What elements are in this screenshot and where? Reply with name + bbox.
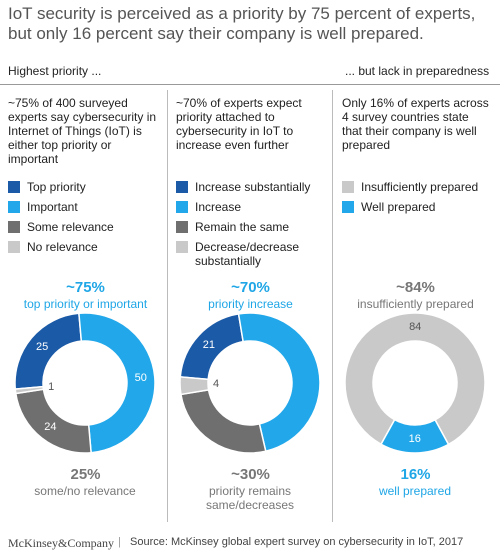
bottom-caption: well prepared bbox=[378, 484, 452, 498]
top-caption: insufficiently prepared bbox=[357, 297, 474, 311]
legend-swatch bbox=[342, 181, 354, 193]
donut-segment bbox=[180, 388, 267, 454]
legend-swatch bbox=[176, 181, 188, 193]
legend-label: Top priority bbox=[27, 180, 86, 194]
bottom-caption: priority remains same/decreases bbox=[205, 484, 295, 512]
legend-item: Important bbox=[8, 200, 163, 214]
data-label: 25 bbox=[36, 341, 48, 353]
legend-item: Insufficiently prepared bbox=[342, 180, 497, 194]
legend-swatch bbox=[8, 181, 20, 193]
donut-segment bbox=[344, 312, 486, 446]
legend-item: Increase substantially bbox=[176, 180, 331, 194]
title-line: IoT security is perceived as a priority … bbox=[8, 4, 476, 23]
section-header: ... but lack in preparedness bbox=[345, 64, 490, 78]
legend: Increase substantially Increase Remain the… bbox=[176, 180, 331, 274]
legend-label: Important bbox=[27, 200, 78, 214]
legend-item: Top priority bbox=[8, 180, 163, 194]
data-label: 21 bbox=[203, 339, 215, 351]
legend-label: Some relevance bbox=[27, 220, 114, 234]
description: ~75% of 400 surveyed experts say cyberse… bbox=[8, 96, 157, 166]
legend-label: Remain the same bbox=[195, 220, 290, 234]
legend-swatch bbox=[8, 221, 20, 233]
top-label: ~75% bbox=[66, 279, 105, 296]
legend-label: Well prepared bbox=[361, 200, 436, 214]
legend-label: No relevance bbox=[27, 240, 98, 254]
data-label: 24 bbox=[44, 421, 56, 433]
legend-label: Increase bbox=[195, 200, 242, 214]
legend-item: Well prepared bbox=[342, 200, 497, 214]
bottom-label: 16% bbox=[400, 466, 431, 483]
legend-label: Increase substantially bbox=[195, 180, 311, 194]
donut-segment bbox=[237, 312, 321, 453]
description: ~70% of experts expect priority attached… bbox=[176, 96, 302, 152]
bottom-caption: some/no relevance bbox=[34, 484, 136, 498]
donut-segment bbox=[14, 385, 45, 395]
legend-item: Decrease/decrease substantially bbox=[176, 240, 331, 268]
data-label: 4 bbox=[213, 378, 219, 390]
legend-item: Increase bbox=[176, 200, 331, 214]
data-label: 84 bbox=[409, 321, 421, 333]
legend: Insufficiently prepared Well prepared bbox=[342, 180, 497, 220]
legend-item: No relevance bbox=[8, 240, 163, 254]
section-header: Highest priority ... bbox=[8, 64, 102, 78]
legend-label: Insufficiently prepared bbox=[361, 180, 479, 194]
bottom-label: ~30% bbox=[231, 466, 270, 483]
legend-swatch bbox=[176, 221, 188, 233]
data-label: 1 bbox=[48, 381, 54, 393]
brand: McKinsey&Company bbox=[8, 536, 114, 550]
top-label: ~84% bbox=[396, 279, 435, 296]
legend-swatch bbox=[176, 201, 188, 213]
data-label: 16 bbox=[409, 433, 421, 445]
data-label: 50 bbox=[135, 372, 147, 384]
top-caption: priority increase bbox=[208, 297, 293, 311]
legend-swatch bbox=[176, 241, 188, 253]
donut-segment bbox=[380, 418, 450, 454]
top-label: ~70% bbox=[231, 279, 270, 296]
legend-swatch bbox=[342, 201, 354, 213]
bottom-label: 25% bbox=[70, 466, 101, 483]
legend-swatch bbox=[8, 241, 20, 253]
donut-segment bbox=[78, 312, 156, 454]
separator: | bbox=[118, 536, 121, 548]
legend-label: Decrease/decrease substantially bbox=[195, 240, 300, 268]
legend-swatch bbox=[8, 201, 20, 213]
title: IoT security is perceived as a priority … bbox=[8, 4, 498, 44]
title-line: but only 16 percent say their company is… bbox=[8, 24, 424, 43]
source: Source: McKinsey global expert survey on… bbox=[130, 536, 464, 548]
legend: Top priority Important Some relevance No re… bbox=[8, 180, 163, 260]
donut-segment bbox=[179, 376, 210, 396]
description: Only 16% of experts across 4 survey coun… bbox=[342, 96, 489, 152]
legend-item: Remain the same bbox=[176, 220, 331, 234]
legend-item: Some relevance bbox=[8, 220, 163, 234]
top-caption: top priority or important bbox=[23, 297, 148, 311]
